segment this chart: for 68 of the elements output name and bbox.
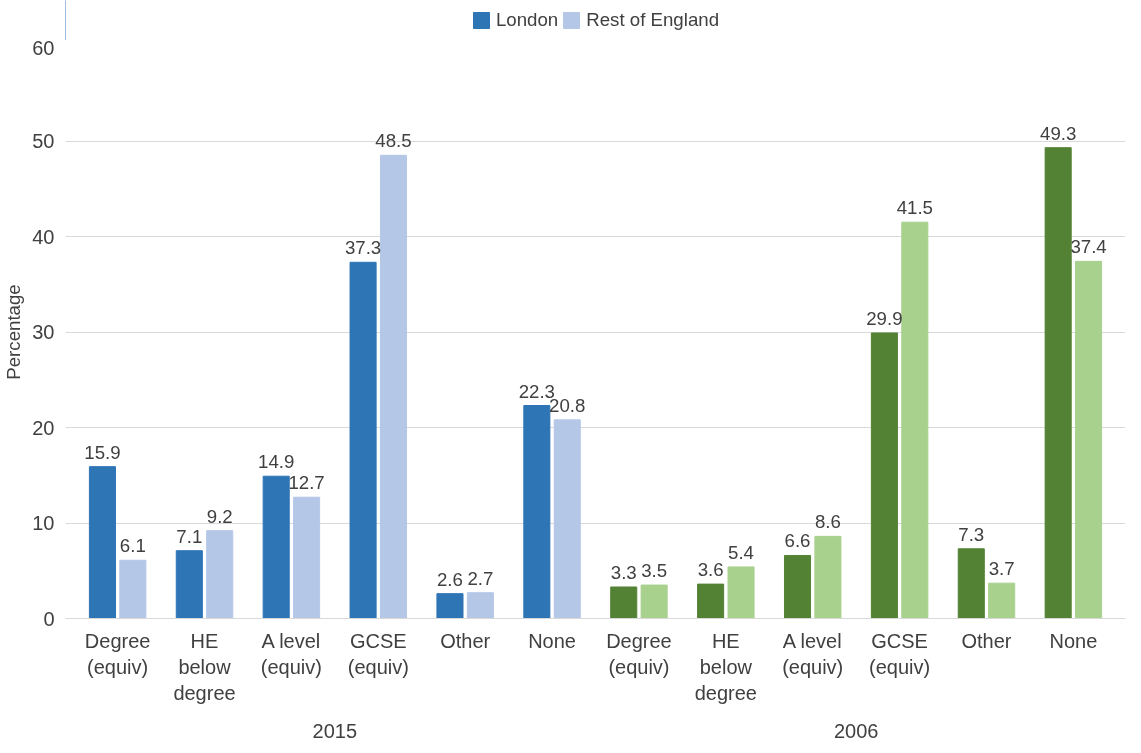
y-tick-label: 40 [32,225,55,248]
bar [119,559,147,619]
data-label: 29.9 [866,307,903,329]
legend-label: Rest of England [586,9,720,31]
data-label: 49.3 [1040,122,1077,144]
data-label: 37.3 [344,237,382,259]
data-label: 8.6 [814,511,841,533]
bar [697,583,725,619]
y-tick-label: 60 [32,36,55,59]
data-label: 2.7 [467,567,494,589]
bar [379,154,408,619]
bar [349,261,377,619]
data-label: 9.2 [206,505,233,527]
text: 2006 [833,719,879,742]
data-label: 7.1 [176,525,203,547]
data-label: 15.9 [84,441,121,463]
bar [1044,147,1072,619]
bar [640,584,668,619]
bar [901,221,929,619]
data-label: 3.7 [988,558,1015,580]
bar [1075,260,1103,619]
bar [293,496,321,619]
data-label: 3.6 [697,559,724,581]
x-tick-label: A level (equiv) [260,629,322,678]
x-tick-label: Degree (equiv) [606,629,672,678]
y-tick-label: 10 [32,512,55,534]
x-tick-label: A level (equiv) [782,629,844,678]
data-label: 5.4 [728,541,754,563]
data-label: 14.9 [258,451,295,473]
x-tick-label: GCSE (equiv) [869,629,931,678]
bar [957,548,985,619]
bar [436,593,464,619]
bar [553,419,581,619]
y-tick-label: 50 [32,130,55,152]
data-label: 48.5 [375,130,412,152]
y-tick-label: 30 [32,321,55,343]
x-tick-label: None [528,629,576,652]
x-tick-label: HE below degree [173,629,236,705]
data-label: 3.5 [641,560,668,582]
y-axis-title: Percentage [3,284,25,380]
data-label: 2.6 [437,568,463,590]
y-tick-label: 0 [43,607,55,630]
bar [206,530,234,619]
bar [988,582,1016,619]
bar [175,550,203,619]
x-tick-label: None [1049,629,1098,652]
bar [466,592,494,619]
bar [88,466,116,619]
x-tick-label: HE below degree [694,629,757,705]
data-label: 6.1 [119,535,146,557]
bar [783,554,812,619]
data-label: 12.7 [288,472,325,494]
x-tick-label: Other [440,629,491,652]
x-tick-label: Other [961,629,1012,652]
bar [610,586,638,619]
x-tick-label: Degree (equiv) [84,629,151,678]
data-label: 3.3 [610,561,637,583]
data-label: 41.5 [896,197,933,219]
bar [262,475,290,619]
data-label: 6.6 [784,530,811,552]
legend-label: London [495,9,559,31]
bar [727,566,755,619]
x-tick-label: GCSE (equiv) [347,629,409,678]
y-tick-label: 20 [32,416,55,439]
text: 2015 [312,719,358,742]
bar [870,332,898,619]
data-label: 7.3 [958,523,985,545]
bar [814,535,842,619]
